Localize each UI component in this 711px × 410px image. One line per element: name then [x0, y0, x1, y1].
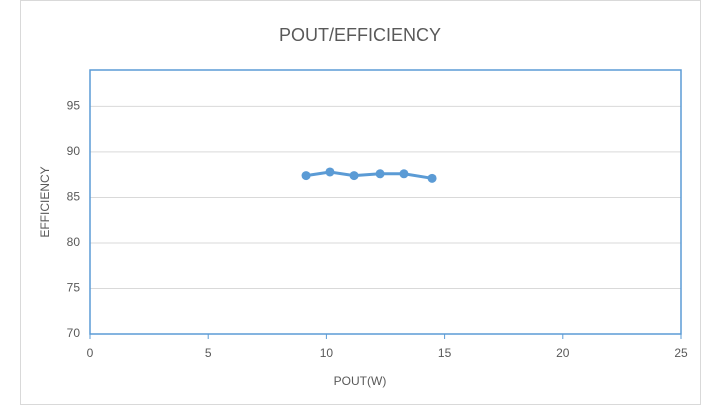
y-tick-label: 85 [67, 190, 81, 204]
x-tick-label: 20 [556, 346, 570, 360]
chart-title: POUT/EFFICIENCY [279, 25, 441, 45]
marker [375, 169, 385, 179]
marker [399, 169, 409, 179]
marker [427, 173, 437, 183]
x-tick-label: 0 [87, 346, 94, 360]
x-tick-label: 15 [438, 346, 452, 360]
marker [301, 171, 311, 181]
chart-frame [20, 0, 701, 405]
plot-border [89, 69, 682, 335]
marker [325, 167, 335, 177]
y-tick-label: 80 [67, 235, 81, 249]
y-tick-label: 75 [67, 281, 81, 295]
y-tick-label: 95 [67, 99, 81, 113]
x-tick-label: 5 [205, 346, 212, 360]
x-tick-label: 25 [674, 346, 688, 360]
x-tick-label: 10 [320, 346, 334, 360]
y-tick-label: 70 [67, 326, 81, 340]
y-axis-label: EFFICIENCY [38, 166, 52, 237]
y-tick-label: 90 [67, 144, 81, 158]
marker [349, 171, 359, 181]
x-axis-label: POUT(W) [334, 374, 387, 388]
